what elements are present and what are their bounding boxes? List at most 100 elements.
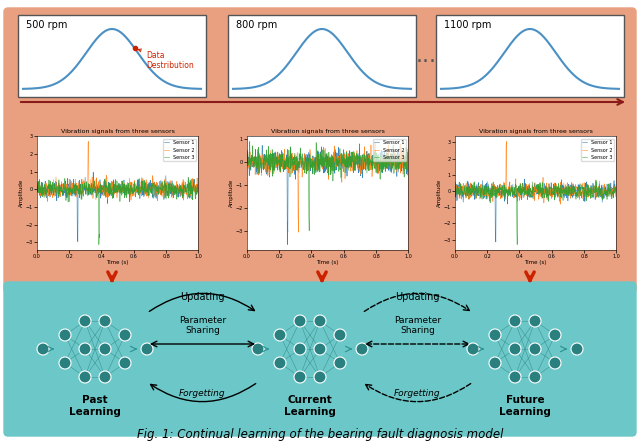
Sensor 3 xyxy=(33,188,41,193)
Circle shape xyxy=(509,343,521,355)
Sensor 1 xyxy=(74,239,82,244)
Circle shape xyxy=(529,371,541,383)
Circle shape xyxy=(571,343,583,355)
X-axis label: Time (s): Time (s) xyxy=(106,260,129,266)
Sensor 2 xyxy=(271,159,279,164)
Sensor 3 xyxy=(272,149,280,155)
Circle shape xyxy=(334,329,346,341)
Text: Current
Learning: Current Learning xyxy=(284,395,336,416)
FancyBboxPatch shape xyxy=(4,282,636,436)
Circle shape xyxy=(509,371,521,383)
Sensor 3 xyxy=(558,177,566,182)
Title: Vibration signals from three sensors: Vibration signals from three sensors xyxy=(479,130,593,135)
Sensor 2 xyxy=(371,140,379,145)
Circle shape xyxy=(489,357,501,369)
Sensor 2 xyxy=(33,180,41,186)
Sensor 3 xyxy=(129,191,136,196)
Sensor 1 xyxy=(272,155,280,160)
Sensor 2 xyxy=(612,185,620,190)
Text: ...: ... xyxy=(415,46,436,66)
Circle shape xyxy=(334,357,346,369)
Title: Vibration signals from three sensors: Vibration signals from three sensors xyxy=(61,130,175,135)
Sensor 3 xyxy=(479,187,487,193)
Y-axis label: Amplitude: Amplitude xyxy=(229,179,234,207)
Text: Past
Learning: Past Learning xyxy=(69,395,121,416)
Sensor 2 xyxy=(547,187,554,192)
Sensor 2 xyxy=(493,188,500,194)
Sensor 1 xyxy=(284,242,291,247)
Text: Updating: Updating xyxy=(180,292,225,302)
Sensor 3 xyxy=(351,157,359,163)
Sensor 2 xyxy=(44,199,51,204)
Y-axis label: Amplitude: Amplitude xyxy=(437,179,442,207)
Sensor 1 xyxy=(479,188,487,193)
Circle shape xyxy=(489,329,501,341)
FancyBboxPatch shape xyxy=(436,15,624,97)
Sensor 3 xyxy=(317,162,324,167)
Text: Parameter
Sharing: Parameter Sharing xyxy=(179,316,226,335)
FancyBboxPatch shape xyxy=(18,15,206,97)
Sensor 3 xyxy=(106,189,114,194)
Circle shape xyxy=(99,315,111,327)
Circle shape xyxy=(294,343,306,355)
Sensor 1 xyxy=(547,190,554,195)
Sensor 2 xyxy=(316,155,324,161)
Sensor 1 xyxy=(492,239,500,245)
Sensor 3 xyxy=(61,190,69,195)
Sensor 1 xyxy=(339,156,346,161)
Circle shape xyxy=(79,371,91,383)
Circle shape xyxy=(356,343,368,355)
Circle shape xyxy=(99,343,111,355)
Sensor 1 xyxy=(404,166,412,172)
Sensor 3 xyxy=(246,139,253,144)
Sensor 3 xyxy=(404,163,412,169)
Line: Sensor 1: Sensor 1 xyxy=(37,172,198,242)
Y-axis label: Amplitude: Amplitude xyxy=(19,179,24,207)
Sensor 2 xyxy=(195,191,202,197)
Text: 500 rpm: 500 rpm xyxy=(26,20,67,30)
Sensor 1 xyxy=(573,191,581,196)
Sensor 1 xyxy=(61,178,69,183)
Text: 800 rpm: 800 rpm xyxy=(236,20,277,30)
Sensor 1 xyxy=(285,155,292,161)
Sensor 3 xyxy=(74,186,82,191)
Circle shape xyxy=(59,329,71,341)
Text: Future
Learning: Future Learning xyxy=(499,395,551,416)
Circle shape xyxy=(119,357,131,369)
Title: Vibration signals from three sensors: Vibration signals from three sensors xyxy=(271,130,385,135)
X-axis label: Time (s): Time (s) xyxy=(316,260,339,266)
Sensor 1 xyxy=(107,186,115,192)
Sensor 3 xyxy=(141,191,149,197)
Text: Forgetting: Forgetting xyxy=(394,388,441,397)
Line: Sensor 2: Sensor 2 xyxy=(247,143,408,232)
Sensor 3 xyxy=(573,193,581,198)
Circle shape xyxy=(314,315,326,327)
Sensor 1 xyxy=(129,191,136,196)
Circle shape xyxy=(59,357,71,369)
Sensor 2 xyxy=(524,187,532,192)
Sensor 1 xyxy=(33,184,41,190)
Legend: Sensor 1, Sensor 2, Sensor 3: Sensor 1, Sensor 2, Sensor 3 xyxy=(163,139,196,162)
Circle shape xyxy=(509,315,521,327)
Circle shape xyxy=(37,343,49,355)
Sensor 3 xyxy=(155,190,163,195)
Sensor 1 xyxy=(365,168,373,173)
Sensor 2 xyxy=(339,163,346,169)
Circle shape xyxy=(99,371,111,383)
Sensor 3 xyxy=(285,165,292,170)
Sensor 1 xyxy=(195,185,202,190)
Sensor 2 xyxy=(559,191,567,196)
Line: Sensor 3: Sensor 3 xyxy=(247,141,408,231)
Sensor 3 xyxy=(493,187,500,193)
Sensor 2 xyxy=(479,194,487,200)
Sensor 1 xyxy=(90,170,97,175)
Line: Sensor 2: Sensor 2 xyxy=(455,141,616,204)
Sensor 1 xyxy=(612,194,620,199)
Sensor 2 xyxy=(129,194,136,199)
Circle shape xyxy=(79,315,91,327)
Sensor 2 xyxy=(404,170,412,175)
Circle shape xyxy=(529,343,541,355)
Legend: Sensor 1, Sensor 2, Sensor 3: Sensor 1, Sensor 2, Sensor 3 xyxy=(581,139,614,162)
Sensor 2 xyxy=(502,139,510,144)
Sensor 3 xyxy=(547,185,554,190)
